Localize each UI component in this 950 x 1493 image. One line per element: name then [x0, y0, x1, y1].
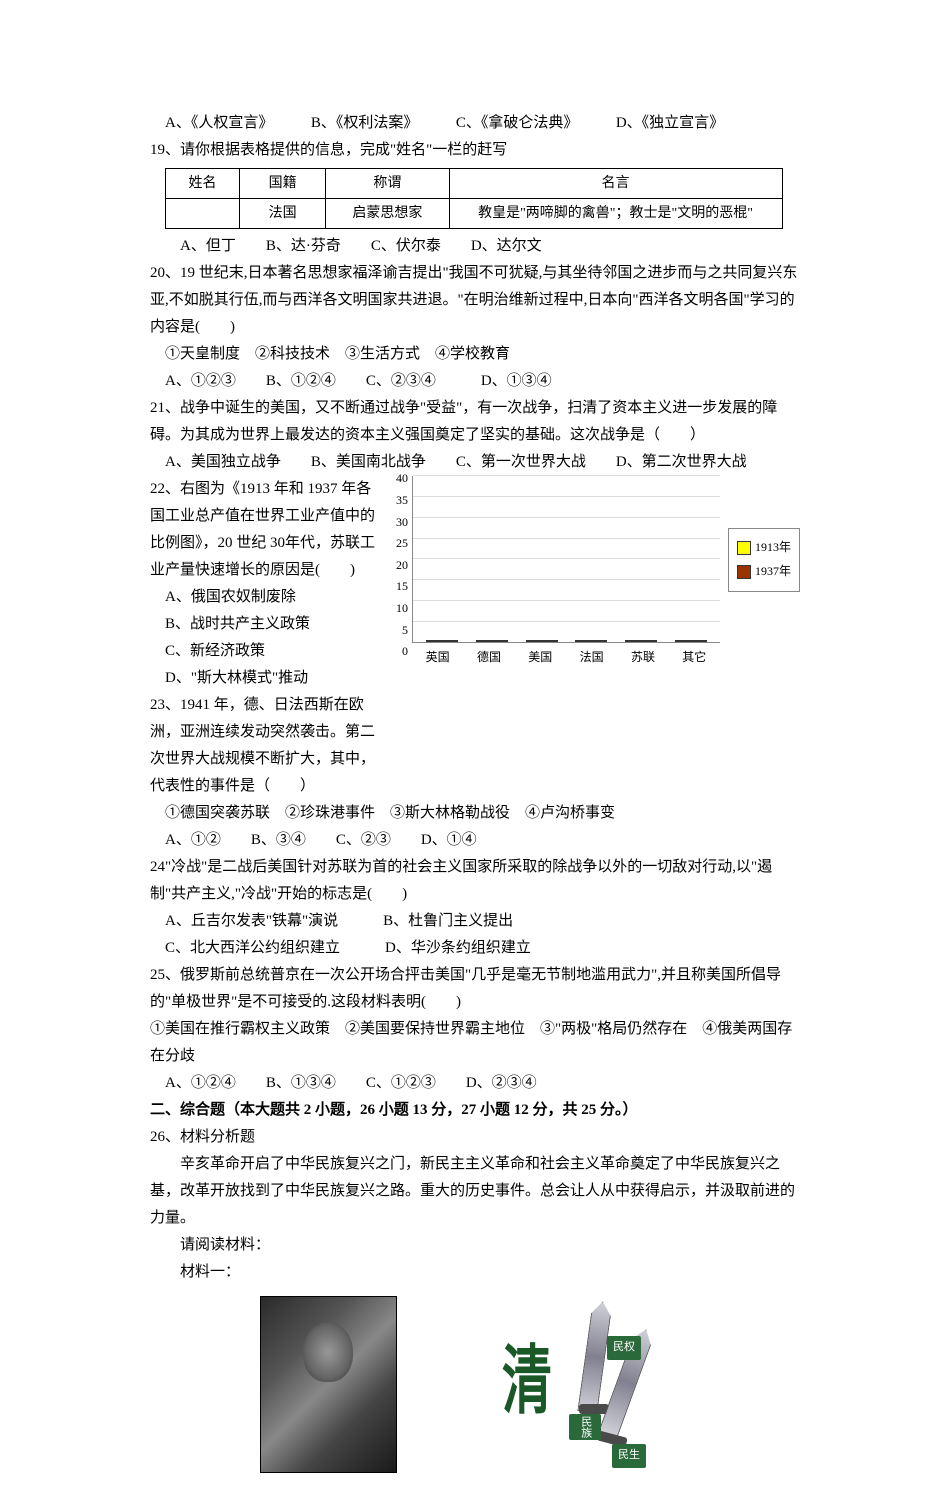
chart-bar — [691, 640, 707, 642]
chart-bar — [641, 640, 657, 642]
legend-swatch-1937 — [737, 565, 751, 579]
q24-stem: 24"冷战"是二战后美国针对苏联为首的社会主义国家所采取的除战争以外的一切敌对行… — [150, 854, 800, 908]
chart-bar — [575, 640, 591, 642]
legend-item-1913: 1913年 — [737, 537, 791, 559]
q23-items: ①德国突袭苏联 ②珍珠港事件 ③斯大林格勒战役 ④卢沟桥事变 — [150, 800, 800, 827]
th-quote: 名言 — [449, 169, 782, 199]
q23-options: A、①② B、③④ C、②③ D、①④ — [150, 827, 800, 854]
q24-optA-B: A、丘吉尔发表"铁幕"演说 B、杜鲁门主义提出 — [150, 908, 800, 935]
q22-optB: B、战时共产主义政策 — [150, 611, 380, 638]
q25-items: ①美国在推行霸权主义政策 ②美国要保持世界霸主地位 ③"两极"格局仍然存在 ④俄… — [150, 1016, 800, 1070]
chart-legend: 1913年 1937年 — [728, 528, 800, 591]
bar-group — [526, 640, 558, 642]
q20-items: ①天皇制度 ②科技技术 ③生活方式 ④学校教育 — [150, 341, 800, 368]
cell-quote: 教皇是"两啼脚的禽兽"；教士是"文明的恶棍" — [449, 199, 782, 229]
q21-stem: 21、战争中诞生的美国，又不断通过战争"受益"，有一次战争，扫清了资本主义进一步… — [150, 395, 800, 449]
x-tick-label: 法国 — [580, 647, 604, 669]
chart-bar — [675, 640, 691, 642]
x-tick-label: 其它 — [682, 647, 706, 669]
legend-swatch-1913 — [737, 541, 751, 555]
q24-optC-D: C、北大西洋公约组织建立 D、华沙条约组织建立 — [150, 935, 800, 962]
chart-bar — [526, 640, 542, 642]
q20-stem: 20、19 世纪末,日本著名思想家福泽谕吉提出"我国不可犹疑,与其坐待邻国之进步… — [150, 260, 800, 341]
q26-prompt: 请阅读材料： — [150, 1232, 800, 1259]
th-title: 称谓 — [326, 169, 449, 199]
cell-name — [166, 199, 240, 229]
chart-bar — [426, 640, 442, 642]
q25-stem: 25、俄罗斯前总统普京在一次公开场合抨击美国"几乎是毫无节制地滥用武力",并且称… — [150, 962, 800, 1016]
cell-nationality: 法国 — [239, 199, 325, 229]
x-tick-label: 苏联 — [631, 647, 655, 669]
bar-group — [426, 640, 458, 642]
chart-x-axis: 英国 德国 美国 法国 苏联 其它 — [412, 647, 720, 669]
q18-options: A、《人权宣言》 B、《权利法案》 C、《拿破仑法典》 D、《独立宣言》 — [150, 110, 800, 137]
chart-bar — [442, 640, 458, 642]
chart-bar — [476, 640, 492, 642]
banner-minsheng: 民生 — [612, 1444, 646, 1468]
q22-optA: A、俄国农奴制废除 — [150, 584, 380, 611]
bar-group — [625, 640, 657, 642]
x-tick-label: 德国 — [477, 647, 501, 669]
banner-minzu: 民族 — [569, 1414, 601, 1440]
th-nationality: 国籍 — [239, 169, 325, 199]
q19-options: A、但丁 B、达·芬奇 C、伏尔泰 D、达尔文 — [150, 233, 800, 260]
section2-heading: 二、综合题（本大题共 2 小题，26 小题 13 分，27 小题 12 分，共 … — [150, 1097, 800, 1124]
q22-stem: 22、右图为《1913 年和 1937 年各国工业总产值在世界工业产值中的比例图… — [150, 476, 380, 584]
chart-bar — [542, 640, 558, 642]
q19-table: 姓名 国籍 称谓 名言 法国 启蒙思想家 教皇是"两啼脚的禽兽"；教士是"文明的… — [165, 168, 783, 229]
q26-title: 26、材料分析题 — [150, 1124, 800, 1151]
bar-group — [675, 640, 707, 642]
banner-minquan: 民权 — [607, 1336, 641, 1360]
legend-label-1913: 1913年 — [755, 537, 791, 559]
th-name: 姓名 — [166, 169, 240, 199]
q26-body: 辛亥革命开启了中华民族复兴之门，新民主主义革命和社会主义革命奠定了中华民族复兴之… — [150, 1151, 800, 1232]
x-tick-label: 美国 — [528, 647, 552, 669]
chart-bar — [625, 640, 641, 642]
industrial-output-chart: 4035302520151050 英国 德国 美国 法国 苏联 其它 — [380, 468, 720, 668]
legend-label-1937: 1937年 — [755, 561, 791, 583]
q20-options: A、①②③ B、①②④ C、②③④ D、①③④ — [150, 368, 800, 395]
cell-title: 启蒙思想家 — [326, 199, 449, 229]
bar-group — [575, 640, 607, 642]
legend-item-1937: 1937年 — [737, 561, 791, 583]
table-row: 姓名 国籍 称谓 名言 — [166, 169, 783, 199]
material-images: 清 民权 民族 民生 — [260, 1296, 800, 1473]
chart-plot — [412, 476, 720, 643]
q22-optC: C、新经济政策 — [150, 638, 380, 665]
q26-mat1: 材料一： — [150, 1259, 800, 1286]
q19-stem: 19、请你根据表格提供的信息，完成"姓名"一栏的赶写 — [150, 137, 800, 164]
chart-bar — [492, 640, 508, 642]
chart-bar — [591, 640, 607, 642]
bar-group — [476, 640, 508, 642]
three-principles-infographic: 清 民权 民族 民生 — [497, 1296, 677, 1471]
chart-y-axis: 4035302520151050 — [380, 468, 408, 643]
qing-character: 清 — [502, 1344, 552, 1419]
q25-options: A、①②④ B、①③④ C、①②③ D、②③④ — [150, 1070, 800, 1097]
x-tick-label: 英国 — [426, 647, 450, 669]
q22-optD: D、"斯大林模式"推动 — [150, 665, 380, 692]
q23-stem: 23、1941 年，德、日法西斯在欧洲，亚洲连续发动突然袭击。第二次世界大战规模… — [150, 692, 380, 800]
sun-yat-sen-portrait — [260, 1296, 397, 1473]
table-row: 法国 启蒙思想家 教皇是"两啼脚的禽兽"；教士是"文明的恶棍" — [166, 199, 783, 229]
